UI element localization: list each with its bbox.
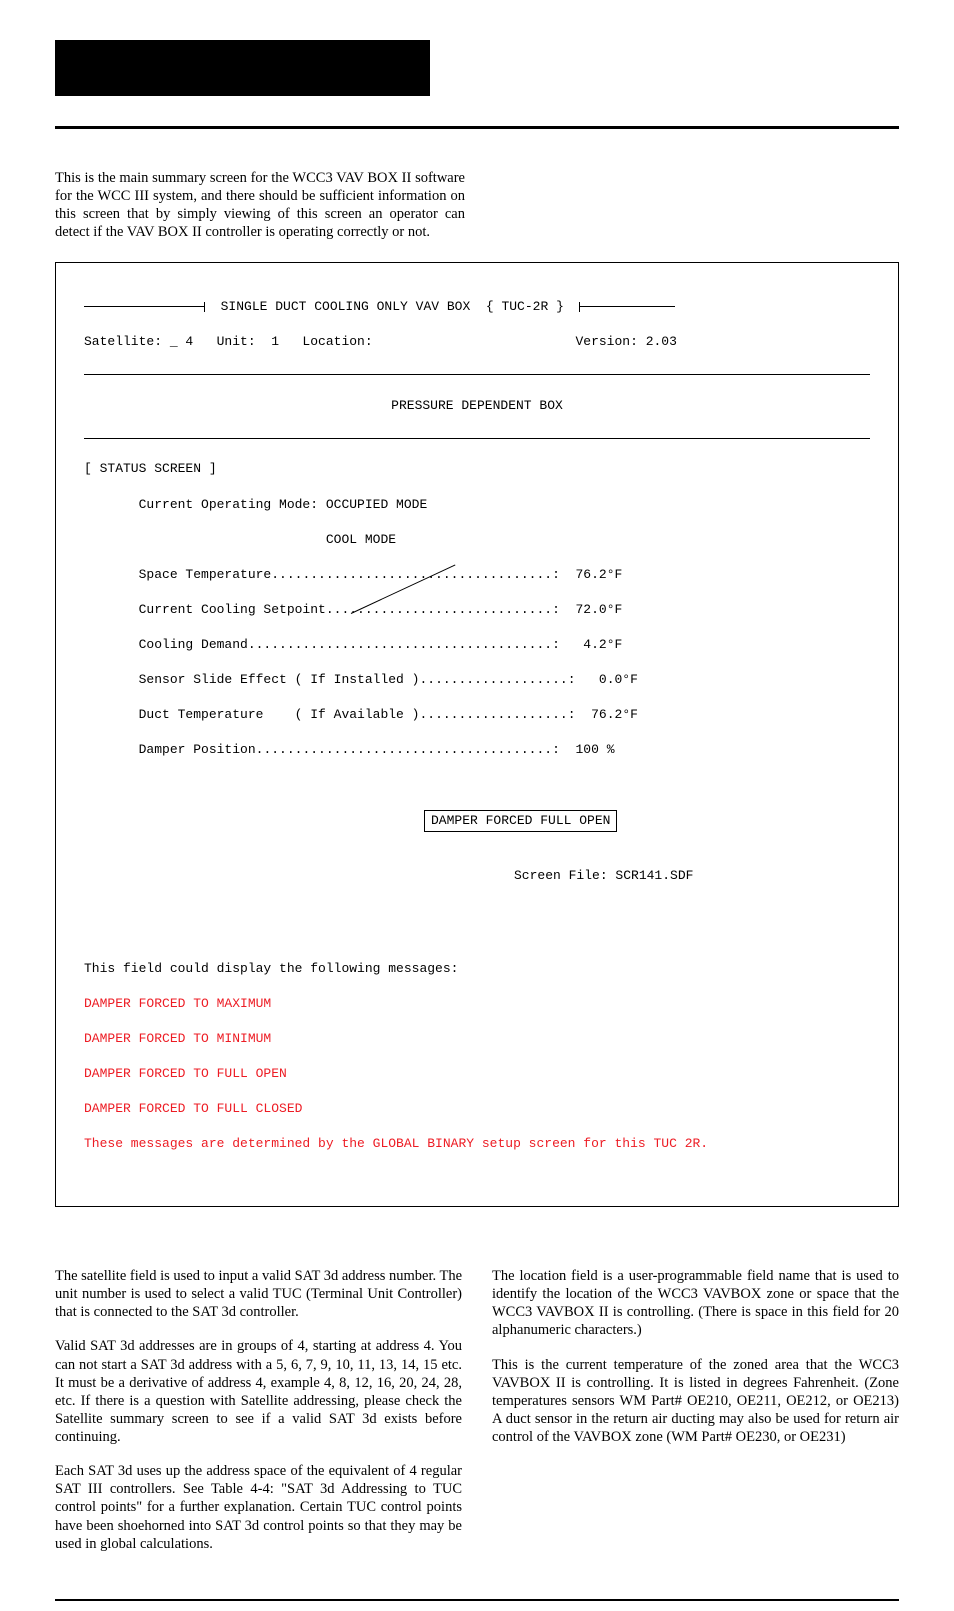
mode-line-1: Current Operating Mode: OCCUPIED MODE [84, 496, 870, 514]
body-paragraph: This is the current temperature of the z… [492, 1356, 899, 1447]
status-row: Cooling Demand..........................… [84, 636, 870, 654]
value-cooling-setpoint: 72.0°F [576, 602, 623, 617]
damper-message-row: DAMPER FORCED FULL OPEN [84, 810, 870, 832]
status-row: Duct Temperature ( If Available ).......… [84, 706, 870, 724]
body-paragraph: The location field is a user-programmabl… [492, 1267, 899, 1340]
status-row: Damper Position.........................… [84, 741, 870, 759]
header-black-bar [55, 40, 430, 96]
content-area: This is the main summary screen for the … [55, 169, 899, 1207]
right-column: The location field is a user-programmabl… [492, 1267, 899, 1569]
horizontal-rule-bottom [55, 1599, 899, 1601]
value-damper-position: 100 % [576, 742, 615, 757]
status-row: Sensor Slide Effect ( If Installed )....… [84, 671, 870, 689]
callout-message: DAMPER FORCED TO MAXIMUM [84, 995, 870, 1013]
divider-2 [84, 438, 870, 439]
callout-message: DAMPER FORCED TO FULL CLOSED [84, 1100, 870, 1118]
body-paragraph: The satellite field is used to input a v… [55, 1267, 462, 1321]
callout-header: This field could display the following m… [84, 960, 870, 978]
status-row: Current Cooling Setpoint................… [84, 601, 870, 619]
callout-message: DAMPER FORCED TO MINIMUM [84, 1030, 870, 1048]
value-slide-effect: 0.0°F [599, 672, 638, 687]
damper-message-box: DAMPER FORCED FULL OPEN [424, 810, 617, 832]
intro-paragraph: This is the main summary screen for the … [55, 169, 465, 242]
two-column-text: The satellite field is used to input a v… [55, 1267, 899, 1569]
mode-line-2: COOL MODE [84, 531, 870, 549]
body-paragraph: Each SAT 3d uses up the address space of… [55, 1462, 462, 1553]
box-type-label: PRESSURE DEPENDENT BOX [84, 397, 870, 415]
terminal-screen-box: SINGLE DUCT COOLING ONLY VAV BOX { TUC-2… [55, 262, 899, 1208]
screen-file-label: Screen File: SCR141.SDF [84, 867, 870, 885]
screen-title-row: SINGLE DUCT COOLING ONLY VAV BOX { TUC-2… [84, 298, 870, 316]
value-space-temp: 76.2°F [576, 567, 623, 582]
screen-title: SINGLE DUCT COOLING ONLY VAV BOX { TUC-2… [221, 299, 564, 314]
horizontal-rule-top [55, 126, 899, 129]
status-row: Space Temperature.......................… [84, 566, 870, 584]
value-duct-temp: 76.2°F [591, 707, 638, 722]
callout-message: DAMPER FORCED TO FULL OPEN [84, 1065, 870, 1083]
divider-1 [84, 374, 870, 375]
value-cooling-demand: 4.2°F [583, 637, 622, 652]
callout-footer: These messages are determined by the GLO… [84, 1135, 870, 1153]
status-label: [ STATUS SCREEN ] [84, 460, 870, 478]
screen-header-line: Satellite: _ 4 Unit: 1 Location: Version… [84, 333, 870, 351]
body-paragraph: Valid SAT 3d addresses are in groups of … [55, 1337, 462, 1446]
left-column: The satellite field is used to input a v… [55, 1267, 462, 1569]
